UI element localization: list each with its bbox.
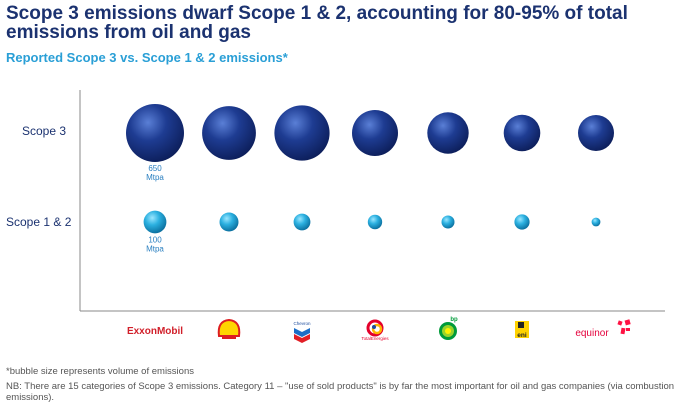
bubble-unit-label: Mtpa [146,244,164,253]
svg-text:eni: eni [517,332,527,339]
svg-text:ExxonMobil: ExxonMobil [127,326,183,337]
bp-logo: bp [439,317,458,340]
equinor-logo: equinor [575,319,631,339]
row-label-scope12: Scope 1 & 2 [6,215,72,229]
bubble-scope3-eni [503,114,541,152]
eni-logo: eni [515,321,529,339]
bubble-scope3-totalenergies [352,110,398,156]
chevron-logo: Chevron [293,321,311,343]
bubble-scope12-exxonmobil [143,210,167,234]
bubble-scope12-eni [514,214,530,230]
exxonmobil-logo: ExxonMobil [127,326,183,337]
bubble-scope12-bp [441,215,455,229]
bubble-scope3-equinor [578,115,614,151]
bubble-value-label: 650 [148,164,162,173]
bubble-scope3-bp [427,112,469,154]
page-title: Scope 3 emissions dwarf Scope 1 & 2, acc… [6,3,628,43]
bubble-scope3-exxonmobil [126,104,184,162]
svg-text:equinor: equinor [575,328,609,339]
svg-text:bp: bp [450,317,458,323]
svg-text:TotalEnergies: TotalEnergies [361,336,389,341]
svg-text:Chevron: Chevron [293,321,311,326]
bubble-scope12-equinor [591,217,601,227]
footnote: *bubble size represents volume of emissi… [6,366,194,377]
shell-logo [217,318,241,339]
bubble-scope12-chevron [293,213,311,231]
totalenergies-logo: TotalEnergies [361,319,389,341]
bubble-unit-label: Mtpa [146,173,164,182]
bubble-value-label: 100 [148,235,162,244]
bubble-scope3-shell [202,106,256,160]
chart-subtitle: Reported Scope 3 vs. Scope 1 & 2 emissio… [6,50,288,65]
bubble-scope3-chevron [274,105,330,161]
bubble-scope12-totalenergies [367,214,383,230]
row-label-scope3: Scope 3 [22,124,66,138]
bubble-scope12-shell [219,212,239,232]
nb-note: NB: There are 15 categories of Scope 3 e… [6,381,675,403]
